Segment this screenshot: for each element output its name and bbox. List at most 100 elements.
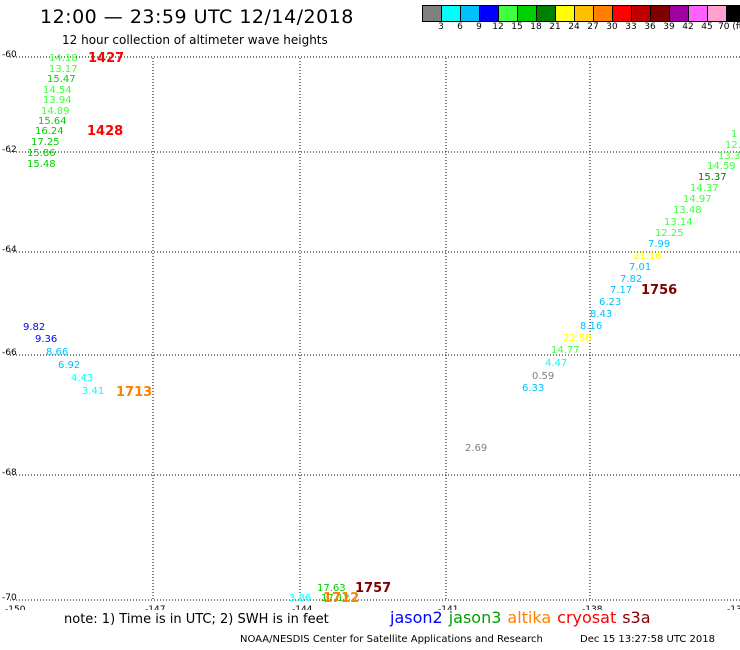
colorbar-swatch — [537, 6, 556, 21]
legend-cryosat: cryosat — [557, 608, 617, 627]
wave-height-value: 15.47 — [47, 74, 76, 85]
wave-height-value: 17.63 — [317, 583, 346, 594]
legend-s3a: s3a — [622, 608, 651, 627]
footer-date: Dec 15 13:27:58 UTC 2018 — [580, 634, 715, 645]
time-label: 1757 — [355, 581, 391, 596]
wave-height-value: 1 — [731, 129, 737, 140]
lon-label: -141 — [438, 605, 458, 610]
wave-height-value: 12. — [725, 140, 740, 151]
lon-label: -150 — [5, 605, 26, 610]
colorbar-swatch — [518, 6, 537, 21]
wave-height-value: 13.17 — [49, 64, 78, 75]
colorbar-label: 18 — [530, 22, 542, 32]
lon-label: -144 — [292, 605, 313, 610]
lat-label: -62 — [2, 145, 17, 155]
colorbar-label: 6 — [457, 22, 463, 32]
map-subtitle: 12 hour collection of altimeter wave hei… — [62, 33, 328, 47]
wave-height-value: 22.58 — [563, 333, 592, 344]
colorbar-swatch — [651, 6, 670, 21]
wave-height-value: 0.59 — [532, 371, 554, 382]
lat-label: -66 — [2, 348, 17, 358]
wave-height-value: 4.43 — [71, 373, 93, 384]
lat-label: -70 — [2, 593, 17, 603]
wave-height-value: 2.69 — [465, 443, 487, 454]
wave-height-value: 6.33 — [522, 383, 544, 394]
wave-height-value: 13.3 — [718, 151, 740, 162]
lon-label: -135 — [727, 605, 740, 610]
wave-height-value: 12.25 — [655, 228, 684, 239]
wave-height-value: 13.14 — [664, 217, 693, 228]
wave-height-value: 15.48 — [27, 159, 56, 170]
wave-height-value: 17.12 — [321, 593, 350, 604]
time-label: 1427 — [88, 51, 124, 66]
wave-height-value: 14.97 — [683, 194, 712, 205]
wave-height-value: 15.37 — [698, 172, 727, 183]
wave-height-value: 7.01 — [629, 262, 651, 273]
lon-label: -147 — [145, 605, 165, 610]
colorbar-swatch — [670, 6, 689, 21]
colorbar — [422, 5, 740, 22]
wave-height-value: 14.89 — [41, 106, 70, 117]
colorbar-label: 39 — [663, 22, 675, 32]
colorbar-label: 21 — [549, 22, 561, 32]
lat-label: -60 — [2, 50, 17, 60]
legend-jason2: jason2 — [390, 608, 443, 627]
wave-height-value: 3.86 — [289, 593, 311, 604]
colorbar-swatch — [499, 6, 518, 21]
colorbar-swatch — [480, 6, 499, 21]
wave-height-value: 8.16 — [580, 321, 602, 332]
wave-height-value: 13.94 — [43, 95, 72, 106]
wave-height-map: -60 -62 -64 -66 -68 -70 -150 -147 -144 -141 -138 -1… — [2, 50, 740, 610]
wave-height-value: 6.92 — [58, 360, 80, 371]
colorbar-label: 45 — [701, 22, 713, 32]
wave-height-value: 16.24 — [35, 126, 64, 137]
colorbar-label: 12 — [492, 22, 504, 32]
wave-height-value: 9.36 — [35, 334, 57, 345]
wave-height-value: 14.54 — [43, 85, 72, 96]
map-title: 12:00 — 23:59 UTC 12/14/2018 — [40, 6, 354, 28]
footer-note: note: 1) Time is in UTC; 2) SWH is in fe… — [64, 612, 329, 627]
wave-height-value: 7.99 — [648, 239, 670, 250]
colorbar-label: 15 — [511, 22, 523, 32]
colorbar-swatch — [556, 6, 575, 21]
legend-altika: altika — [507, 608, 552, 627]
colorbar-label: 24 — [568, 22, 580, 32]
wave-height-value: 14.37 — [690, 183, 719, 194]
time-label: 1428 — [87, 124, 123, 139]
footer-credit: NOAA/NESDIS Center for Satellite Applica… — [240, 634, 543, 645]
wave-height-value: 6.23 — [599, 297, 621, 308]
colorbar-label: 3 — [438, 22, 444, 32]
wave-height-value: 17.25 — [31, 137, 60, 148]
colorbar-label: 27 — [587, 22, 599, 32]
colorbar-swatch — [575, 6, 594, 21]
colorbar-label: 30 — [606, 22, 618, 32]
wave-height-value: 13.48 — [673, 205, 702, 216]
wave-height-value: 9.82 — [23, 322, 45, 333]
colorbar-label: 33 — [625, 22, 637, 32]
wave-height-value: 7.17 — [610, 285, 632, 296]
colorbar-swatch — [594, 6, 613, 21]
colorbar-label: 36 — [644, 22, 656, 32]
satellite-legend: jason2 jason3 altika cryosat s3a — [390, 608, 651, 627]
legend-jason3: jason3 — [448, 608, 502, 627]
colorbar-swatch — [708, 6, 727, 21]
lat-label: -64 — [2, 245, 17, 255]
wave-height-value: 4.47 — [545, 358, 567, 369]
colorbar-swatch — [613, 6, 632, 21]
lon-label: -138 — [582, 605, 603, 610]
lat-label: -68 — [2, 468, 17, 478]
colorbar-swatch — [423, 6, 442, 21]
wave-height-value: 8.43 — [590, 309, 612, 320]
wave-height-value: 14.59 — [707, 161, 736, 172]
wave-height-value: 14.18 — [49, 53, 78, 64]
wave-height-value: 21.16 — [633, 251, 662, 262]
time-label: 1712 — [323, 591, 359, 606]
wave-height-value: 15.64 — [38, 116, 67, 127]
colorbar-swatch — [689, 6, 708, 21]
time-label: 1713 — [116, 385, 152, 400]
wave-height-value: 7.82 — [620, 274, 642, 285]
colorbar-swatch — [727, 6, 740, 21]
colorbar-label: 9 — [476, 22, 482, 32]
colorbar-swatch — [442, 6, 461, 21]
